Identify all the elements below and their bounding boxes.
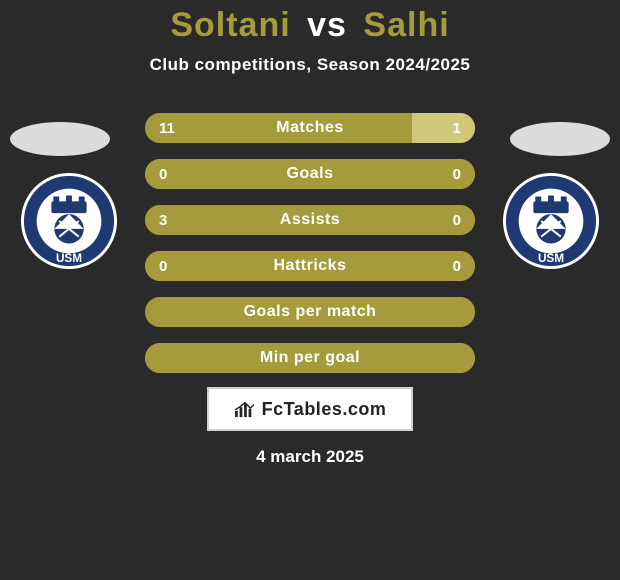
fctables-watermark: FcTables.com: [207, 387, 413, 431]
page-title: Soltani vs Salhi: [170, 6, 449, 45]
date-text: 4 march 2025: [256, 447, 364, 467]
title-player-left: Soltani: [170, 6, 290, 44]
stat-value-right: 0: [453, 251, 461, 281]
svg-text:USM: USM: [56, 252, 82, 265]
subtitle: Club competitions, Season 2024/2025: [150, 55, 471, 75]
stat-bar: Matches111: [145, 113, 475, 143]
club-badge-right: USM: [502, 172, 600, 270]
comparison-bars: Matches111Goals00Assists30Hattricks00Goa…: [145, 113, 475, 373]
stat-value-left: 3: [159, 205, 167, 235]
stat-value-right: 1: [453, 113, 461, 143]
stat-bar: Min per goal: [145, 343, 475, 373]
stat-bar-label: Assists: [145, 205, 475, 235]
player-avatar-right-placeholder: [510, 122, 610, 156]
stat-bar-label: Goals per match: [145, 297, 475, 327]
svg-text:USM: USM: [538, 252, 564, 265]
club-badge-right-icon: USM: [502, 172, 600, 270]
stat-bar: Hattricks0 0: [145, 251, 475, 281]
stat-value-right: 0: [453, 205, 461, 235]
stat-bar: Assists3 0: [145, 205, 475, 235]
title-player-right: Salhi: [363, 6, 449, 44]
fctables-bars-icon: [234, 400, 256, 418]
club-badge-left: USM: [20, 172, 118, 270]
stat-bar-label: Hattricks: [145, 251, 475, 281]
stat-value-left: 0: [159, 251, 167, 281]
fctables-text: FcTables.com: [262, 399, 387, 420]
comparison-infographic: Soltani vs Salhi Club competitions, Seas…: [0, 0, 620, 580]
stat-value-left: 11: [159, 113, 175, 143]
stat-value-right: 0: [453, 159, 461, 189]
stat-bar-label: Goals: [145, 159, 475, 189]
club-badge-left-icon: USM: [20, 172, 118, 270]
stat-value-left: 0: [159, 159, 167, 189]
stat-bar-label: Min per goal: [145, 343, 475, 373]
title-vs: vs: [307, 6, 347, 44]
player-avatar-left-placeholder: [10, 122, 110, 156]
stat-bar: Goals per match: [145, 297, 475, 327]
stat-bar: Goals0 0: [145, 159, 475, 189]
stat-bar-label: Matches: [145, 113, 475, 143]
